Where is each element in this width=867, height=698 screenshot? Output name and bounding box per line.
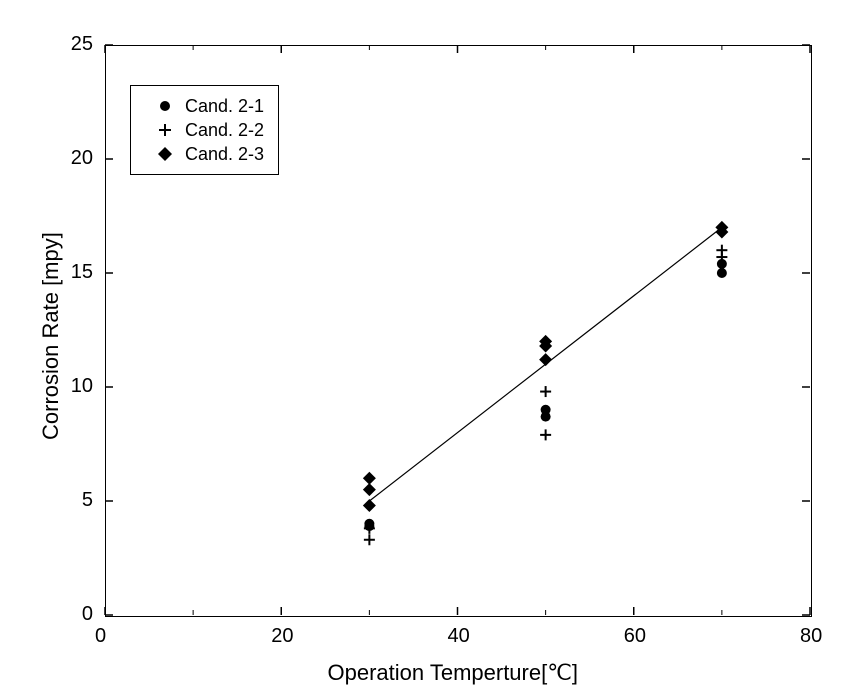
legend: Cand. 2-1 Cand. 2-2 Cand. 2-3	[130, 85, 279, 175]
circle-icon	[145, 96, 185, 116]
legend-item: Cand. 2-2	[145, 118, 264, 142]
legend-label: Cand. 2-2	[185, 120, 264, 141]
y-tick-label: 25	[71, 33, 93, 56]
x-tick-label: 80	[800, 625, 822, 648]
chart-container: Corrosion Rate [mpy] Operation Tempertur…	[0, 0, 867, 698]
legend-label: Cand. 2-3	[185, 144, 264, 165]
y-tick-label: 0	[82, 603, 93, 626]
x-tick-label: 40	[448, 625, 470, 648]
legend-item: Cand. 2-3	[145, 142, 264, 166]
x-tick-label: 60	[624, 625, 646, 648]
y-tick-label: 15	[71, 261, 93, 284]
plus-icon	[145, 120, 185, 140]
x-tick-label: 0	[95, 625, 106, 648]
y-tick-label: 10	[71, 375, 93, 398]
y-tick-label: 5	[82, 489, 93, 512]
diamond-icon	[145, 144, 185, 164]
legend-item: Cand. 2-1	[145, 94, 264, 118]
x-tick-label: 20	[271, 625, 293, 648]
legend-label: Cand. 2-1	[185, 96, 264, 117]
y-tick-label: 20	[71, 147, 93, 170]
